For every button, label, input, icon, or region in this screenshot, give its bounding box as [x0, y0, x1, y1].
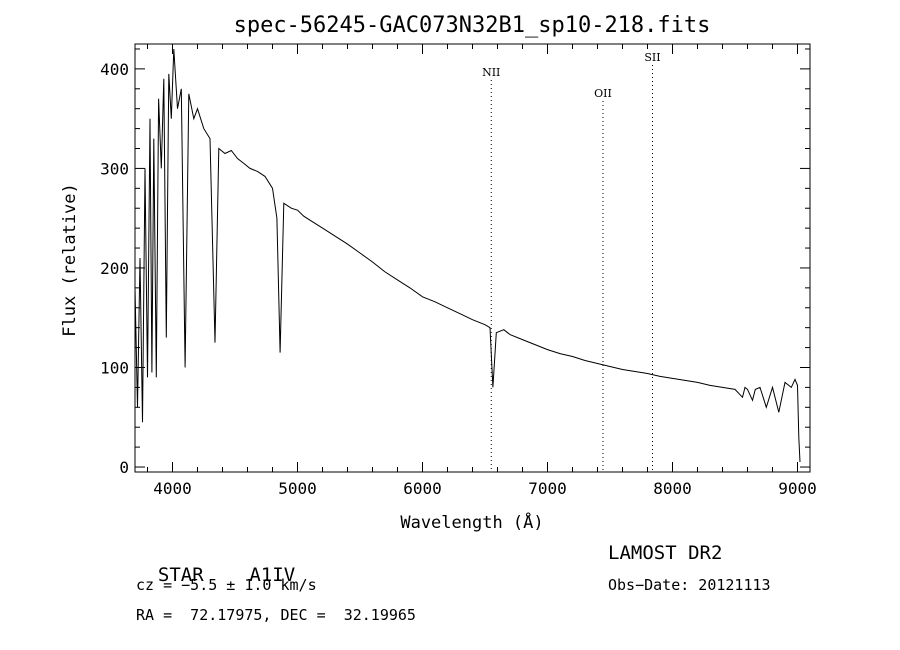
- x-tick-label: 7000: [528, 479, 567, 498]
- redshift-readout: cz = −5.5 ± 1.0 km/s: [136, 576, 317, 594]
- emission-line-label: SII: [644, 51, 660, 64]
- x-tick-label: 5000: [278, 479, 317, 498]
- survey-name: LAMOST DR2: [608, 542, 723, 564]
- axis-ticks: 4000 5000 6000 7000 8000 9000 0 100 200 300 400: [100, 44, 817, 498]
- subclass-value: A1IV: [249, 564, 296, 586]
- chart-title: spec-56245-GAC073N32B1_sp10-218.fits: [234, 13, 711, 38]
- observation-date: Obs−Date: 20121113: [608, 576, 771, 594]
- y-tick-label: 100: [100, 358, 129, 377]
- y-tick-label: 200: [100, 259, 129, 278]
- x-tick-label: 6000: [403, 479, 442, 498]
- y-tick-label: 300: [100, 159, 129, 178]
- y-tick-label: 0: [119, 458, 129, 477]
- y-axis-label: Flux (relative): [60, 183, 80, 337]
- y-tick-label: 400: [100, 60, 129, 79]
- object-class-value: STAR: [157, 564, 204, 586]
- x-axis-label: Wavelength (Å): [400, 511, 543, 533]
- emission-line-label: NII: [482, 66, 500, 79]
- plot-frame: [134, 43, 811, 473]
- emission-line-label: OII: [594, 87, 612, 100]
- x-tick-label: 8000: [653, 479, 692, 498]
- x-tick-label: 4000: [153, 479, 192, 498]
- emission-line-markers: NII OII SII: [482, 51, 661, 472]
- object-class: STAR A1IV: [135, 542, 295, 586]
- spectrum-line: [134, 48, 801, 463]
- x-tick-label: 9000: [778, 479, 817, 498]
- coordinates-readout: RA = 72.17975, DEC = 32.19965: [136, 606, 416, 624]
